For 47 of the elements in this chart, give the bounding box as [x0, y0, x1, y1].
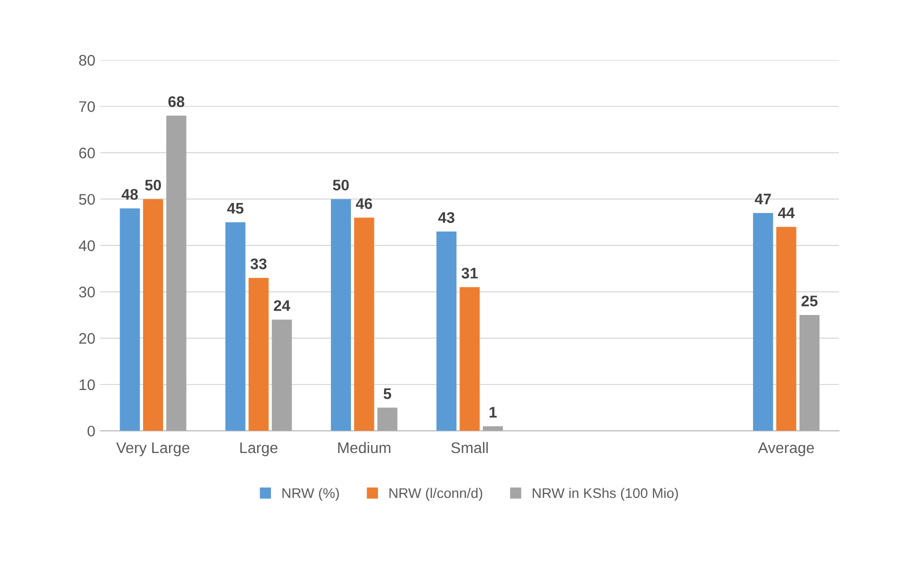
- y-tick-label: 20: [79, 333, 95, 344]
- data-label: 31: [462, 268, 478, 279]
- bar: [436, 232, 456, 431]
- x-tick-label: Very Large: [116, 442, 190, 456]
- bar: [248, 278, 269, 431]
- x-tick-label: Large: [240, 442, 278, 456]
- bar: [776, 226, 796, 431]
- bar: [166, 116, 186, 431]
- bar: [354, 218, 374, 431]
- data-label: 44: [778, 208, 795, 218]
- y-tick-label: 70: [79, 101, 95, 112]
- data-label: 47: [754, 194, 771, 204]
- data-label: 5: [384, 388, 392, 400]
- data-label: 25: [802, 296, 818, 306]
- data-label: 33: [250, 258, 267, 270]
- y-tick-label: 0: [88, 426, 95, 437]
- x-tick-label: Small: [451, 442, 488, 454]
- bar: [330, 199, 351, 431]
- data-label: 48: [122, 188, 138, 200]
- data-label: 46: [356, 198, 372, 210]
- bar: [460, 287, 480, 431]
- bar: [753, 212, 774, 431]
- data-label: 43: [438, 212, 454, 223]
- data-label: 50: [145, 180, 161, 191]
- data-label: 24: [274, 300, 290, 311]
- y-tick-label: 80: [79, 54, 95, 66]
- legend-label: NRW (%): [282, 488, 339, 501]
- legend-label: NRW (l/conn/d): [390, 488, 482, 501]
- y-tick-label: 30: [79, 286, 95, 298]
- bar: [143, 199, 164, 431]
- bar: [482, 426, 503, 431]
- legend-label: NRW in KShs (100 Mio): [532, 488, 678, 501]
- x-tick-label: Medium: [338, 442, 390, 454]
- data-label: 1: [490, 406, 497, 418]
- bar: [377, 408, 398, 431]
- y-tick-label: 10: [80, 379, 95, 390]
- data-label: 50: [332, 180, 349, 191]
- data-label: 68: [168, 96, 184, 108]
- bar: [120, 208, 140, 431]
- bar: [799, 314, 820, 431]
- x-tick-label: Average: [758, 442, 814, 456]
- y-tick-label: 40: [78, 240, 95, 252]
- y-tick-label: 60: [79, 148, 95, 158]
- bar: [225, 222, 246, 431]
- bar: [272, 320, 292, 431]
- data-label: 45: [227, 203, 244, 214]
- y-tick-label: 50: [79, 194, 95, 205]
